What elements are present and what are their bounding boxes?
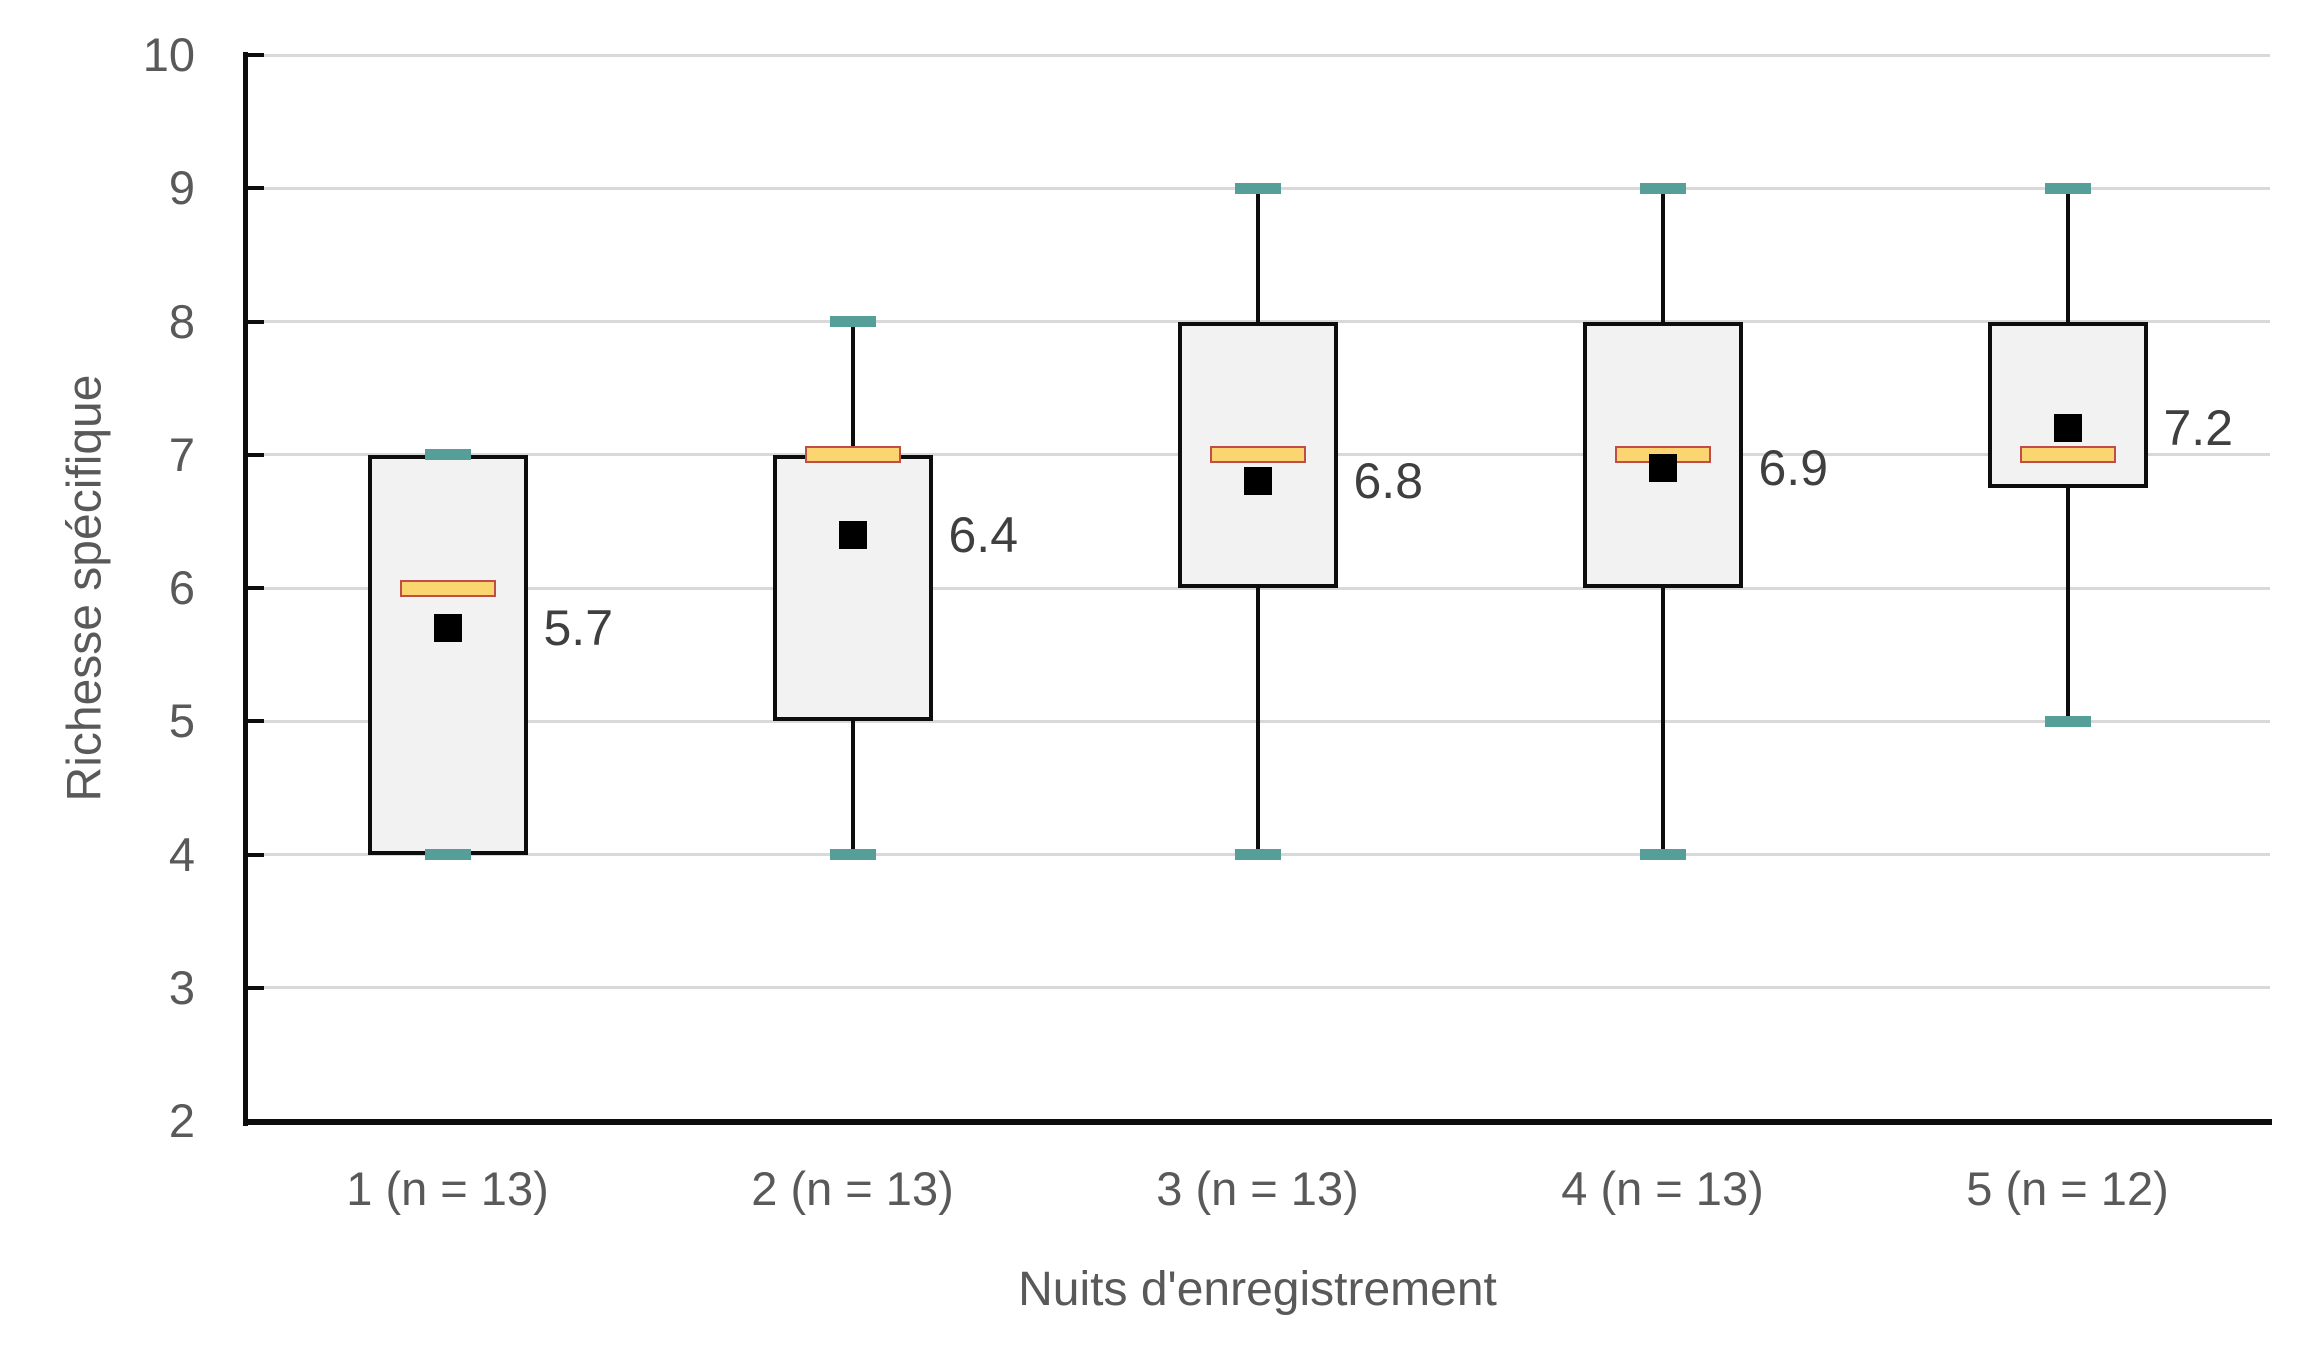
lower-whisker-cap-1 xyxy=(424,849,471,860)
upper-whisker-cap-1 xyxy=(424,449,471,461)
y-tick-label-9: 9 xyxy=(168,161,195,215)
y-tick-mark-10 xyxy=(245,53,264,57)
y-tick-label-10: 10 xyxy=(142,28,195,81)
upper-whisker-5 xyxy=(2065,188,2070,322)
x-category-label-3: 3 (n = 13) xyxy=(1156,1162,1359,1215)
x-category-label-4: 4 (n = 13) xyxy=(1561,1162,1764,1215)
mean-marker-1 xyxy=(433,613,462,642)
mean-value-label-4: 6.9 xyxy=(1758,440,1829,497)
median-bar-5 xyxy=(2019,446,2116,464)
box-2 xyxy=(772,454,933,722)
y-tick-label-6: 6 xyxy=(168,561,195,614)
mean-value-label-1: 5.7 xyxy=(543,599,614,656)
y-tick-mark-7 xyxy=(245,452,264,457)
y-tick-label-8: 8 xyxy=(168,294,195,348)
y-tick-label-5: 5 xyxy=(168,694,195,748)
mean-value-label-2: 6.4 xyxy=(948,506,1019,563)
y-tick-mark-4 xyxy=(245,852,264,857)
lower-whisker-2 xyxy=(850,721,855,855)
x-category-label-1: 1 (n = 13) xyxy=(346,1162,549,1215)
median-bar-2 xyxy=(804,446,901,464)
mean-marker-4 xyxy=(1648,454,1677,483)
upper-whisker-cap-4 xyxy=(1639,182,1686,194)
upper-whisker-4 xyxy=(1660,188,1665,322)
box-1 xyxy=(367,454,528,855)
mean-marker-3 xyxy=(1243,467,1272,496)
lower-whisker-cap-3 xyxy=(1234,849,1281,860)
gridline-y-10 xyxy=(245,53,2270,57)
x-axis-line xyxy=(243,1119,2272,1125)
median-bar-3 xyxy=(1209,446,1306,464)
lower-whisker-4 xyxy=(1660,588,1665,855)
upper-whisker-cap-5 xyxy=(2044,182,2091,194)
box-4 xyxy=(1582,321,1743,588)
mean-value-label-5: 7.2 xyxy=(2163,400,2234,457)
y-tick-label-7: 7 xyxy=(168,427,195,481)
gridline-y-3 xyxy=(245,986,2270,990)
lower-whisker-3 xyxy=(1255,588,1260,855)
upper-whisker-cap-3 xyxy=(1234,182,1281,194)
lower-whisker-5 xyxy=(2065,488,2070,722)
mean-marker-2 xyxy=(838,520,867,549)
y-tick-label-3: 3 xyxy=(168,960,195,1014)
y-tick-label-2: 2 xyxy=(168,1094,195,1147)
y-tick-mark-9 xyxy=(245,186,264,191)
upper-whisker-cap-2 xyxy=(829,316,876,327)
y-tick-mark-5 xyxy=(245,719,264,724)
y-tick-mark-3 xyxy=(245,985,264,990)
lower-whisker-cap-2 xyxy=(829,849,876,860)
y-tick-label-4: 4 xyxy=(168,827,195,881)
lower-whisker-cap-4 xyxy=(1639,849,1686,860)
y-tick-mark-8 xyxy=(245,319,264,324)
lower-whisker-cap-5 xyxy=(2044,715,2091,727)
mean-value-label-3: 6.8 xyxy=(1353,453,1424,510)
y-tick-mark-6 xyxy=(245,586,264,590)
median-bar-1 xyxy=(399,579,496,597)
x-axis-title: Nuits d'enregistrement xyxy=(1018,1263,1497,1316)
upper-whisker-3 xyxy=(1255,188,1260,322)
x-category-label-2: 2 (n = 13) xyxy=(751,1162,954,1215)
mean-marker-5 xyxy=(2053,414,2082,443)
upper-whisker-2 xyxy=(850,321,855,455)
y-axis-line xyxy=(243,52,248,1126)
x-category-label-5: 5 (n = 12) xyxy=(1966,1162,2169,1215)
